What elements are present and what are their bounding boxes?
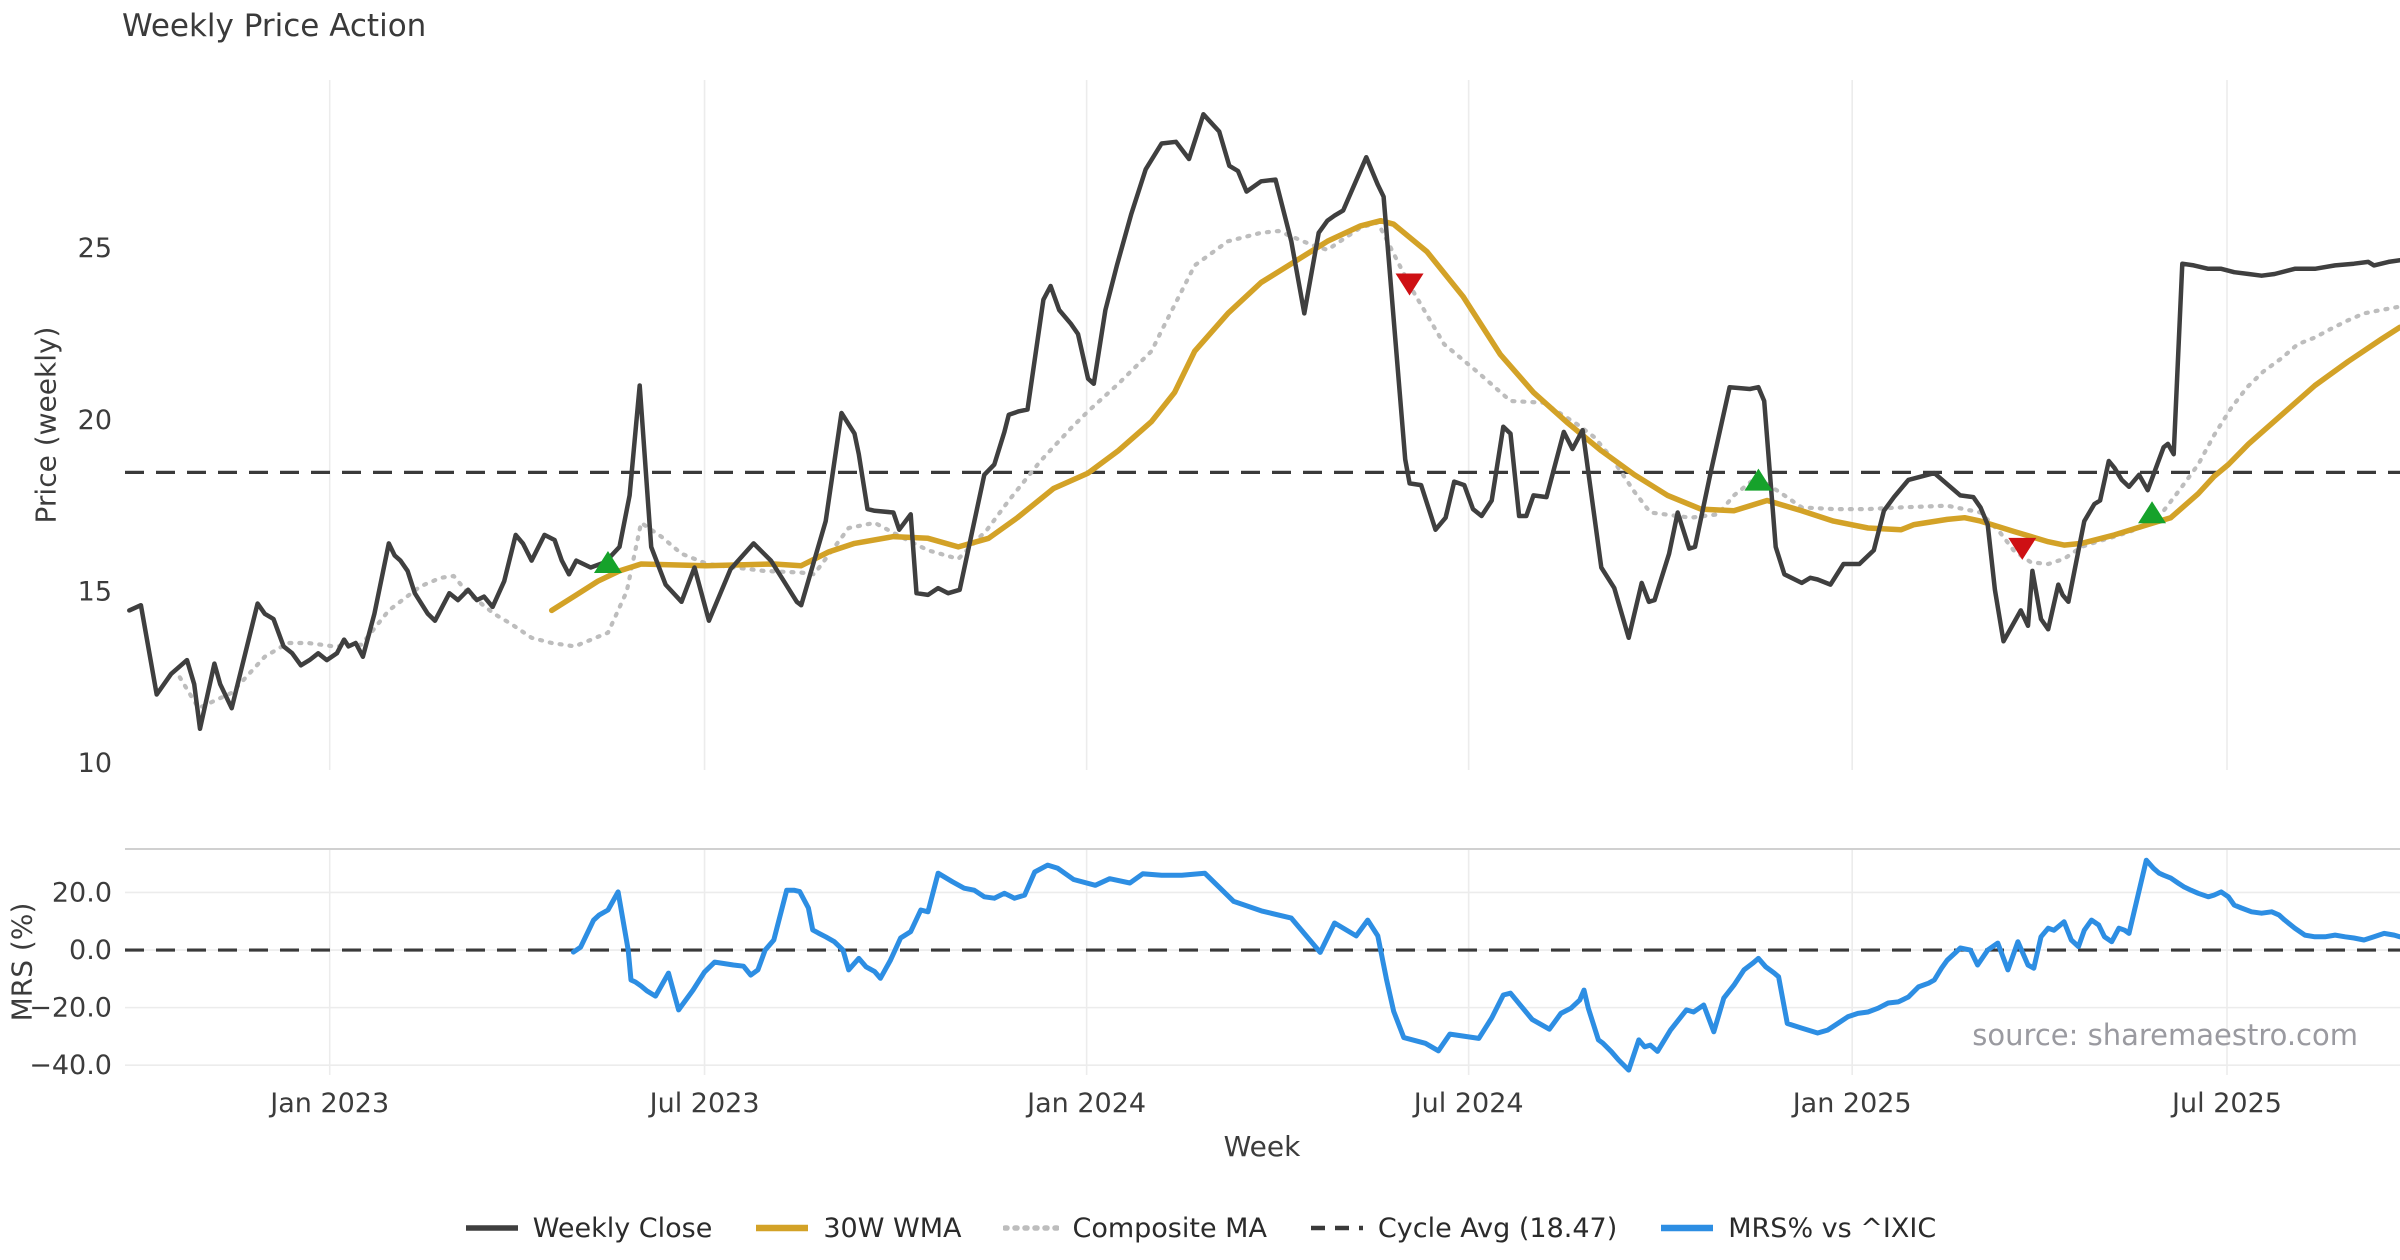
legend-swatch-solid-icon [465,1225,518,1231]
price-ytick-label: 15 [78,576,112,607]
mrs-ytick-label: 0.0 [69,935,112,966]
chart-legend: Weekly Close 30W WMA Composite MA Cycle Avg… [0,1206,2400,1250]
mrs-ytick-label: −20.0 [29,993,112,1024]
legend-swatch-solid-icon [1661,1224,1714,1232]
xtick-label: Jul 2025 [2170,1088,2282,1119]
buy-signal-marker [593,551,622,574]
legend-swatch-solid-icon [756,1224,809,1232]
xtick-label: Jan 2025 [1791,1088,1912,1119]
legend-item-30w-wma: 30W WMA [754,1213,961,1244]
x-axis-label-week: Week [1223,1130,1301,1163]
series-line-weekly-close [127,112,2400,732]
sell-signal-marker [2008,537,2037,560]
series-line-mrs-vs-ixic [570,857,2400,1073]
source-note: source: sharemaestro.com [1972,1018,2358,1052]
legend-item-composite-ma: Composite MA [1003,1212,1267,1244]
sell-signal-marker [1395,273,1424,296]
legend-label: Weekly Close [532,1212,713,1244]
series-line-composite-ma [177,220,2400,711]
legend-label: MRS% vs ^IXIC [1728,1212,1937,1244]
y-axis-label-mrs: MRS (%) [5,902,39,1022]
buy-signal-marker [2138,501,2167,524]
series-line-30w-wma [548,217,2400,614]
legend-label: Composite MA [1072,1212,1267,1244]
buy-signal-marker [1744,468,1773,491]
legend-item-weekly-close: Weekly Close [464,1212,713,1244]
price-ytick-label: 10 [78,748,112,779]
xtick-label: Jan 2023 [268,1088,389,1119]
xtick-label: Jul 2023 [648,1088,760,1119]
legend-label: Cycle Avg (18.47) [1377,1212,1618,1244]
xtick-label: Jul 2024 [1412,1088,1524,1119]
mrs-ytick-label: 20.0 [52,877,112,908]
chart-title: Weekly Price Action [122,8,427,44]
y-axis-label-price: Price (weekly) [29,326,63,524]
legend-label: 30W WMA [823,1212,962,1244]
legend-item-mrs-vs-ixic: MRS% vs ^IXIC [1659,1213,1936,1244]
price-ytick-label: 25 [78,233,112,264]
legend-item-cycle-avg-18-47-: Cycle Avg (18.47) [1309,1213,1617,1244]
price-ytick-label: 20 [78,405,112,436]
mrs-ytick-label: −40.0 [29,1050,112,1081]
xtick-label: Jan 2024 [1025,1088,1146,1119]
legend-swatch-dashed-icon [1310,1225,1363,1231]
legend-swatch-dotted-icon [1003,1225,1060,1231]
